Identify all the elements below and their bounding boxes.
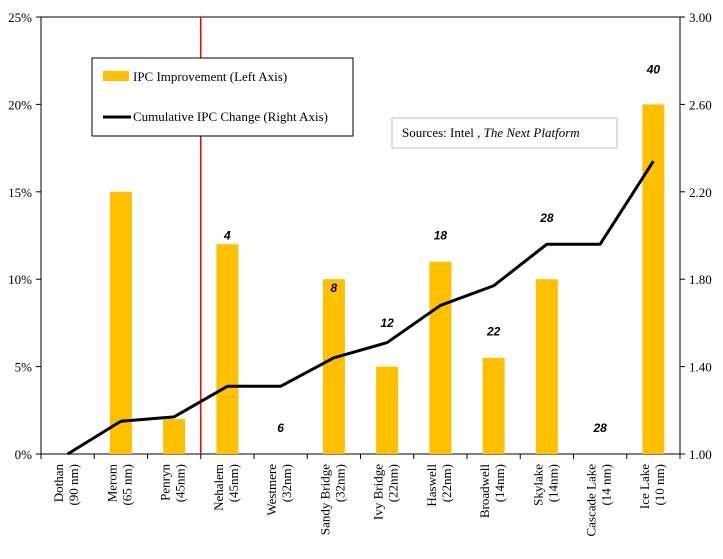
data-label: 8 [331,281,338,295]
legend-label-line: Cumulative IPC Change (Right Axis) [133,109,328,124]
bar [482,357,505,454]
data-labels: 4 6 8 12 18 22 28 28 40 [223,62,660,434]
category-label-line: (22nm) [386,464,401,502]
data-label: 6 [277,421,284,435]
left-axis-tick-label: 15% [8,185,32,200]
category-label-line: (65 nm) [119,464,134,506]
right-axis-tick-label: 1.80 [689,272,712,287]
data-label: 4 [223,229,231,243]
data-label: 40 [646,62,661,76]
legend-label-bars: IPC Improvement (Left Axis) [133,69,287,84]
category-label-line: (14 nm) [599,464,614,506]
data-label: 18 [434,229,448,243]
legend-box [91,57,354,137]
source-note: Sources: Intel , The Next Platform [391,117,618,149]
right-axis-tick-label: 1.40 [689,360,712,375]
bar [109,191,132,455]
category-label-line: Haswell [424,464,439,507]
category-label-line: Dothan [51,464,66,503]
source-note-box [391,117,618,149]
category-label-line: (45nm) [226,464,241,502]
category-label: Sandy Bridge (32nm) [317,464,347,535]
category-label: Westmere (32nm) [264,464,294,516]
category-label: Skylake (14nm) [530,464,560,506]
data-label: 28 [592,421,607,435]
bar [429,261,452,454]
axes [36,16,685,459]
category-label-line: (14nm) [492,464,507,502]
source-note-italic: The Next Platform [484,125,580,140]
legend: IPC Improvement (Left Axis) Cumulative I… [91,57,354,137]
data-label: 28 [539,211,554,225]
bar [376,366,399,454]
category-label-line: (32nm) [279,464,294,502]
category-label: Broadwell (14nm) [477,464,507,519]
category-label: Ice Lake (10 nm) [637,464,667,509]
category-label-line: Westmere [264,464,279,516]
category-label-line: Sandy Bridge [317,464,332,535]
category-label-line: Skylake [530,464,545,506]
category-label-line: (32nm) [332,464,347,502]
category-label: Penryn (45nm) [158,464,188,503]
bar [163,419,186,454]
bar [216,244,239,454]
right-axis-tick-label: 2.60 [689,97,712,112]
source-note-text: Sources: Intel , The Next Platform [402,125,580,140]
category-label-line: (14nm) [545,464,560,502]
category-label: Merom (65 nm) [104,464,134,506]
cumulative-ipc-line [66,160,655,456]
category-label: Cascade Lake (14 nm) [584,464,614,537]
category-labels: Dothan (90 nm) Merom (65 nm) Penryn (45nm) Neh… [51,464,667,537]
category-label-line: Cascade Lake [584,464,599,537]
left-axis-tick-label: 20% [8,97,32,112]
category-label-line: (10 nm) [652,464,667,506]
left-axis-tick-label: 25% [8,10,32,25]
category-label-line: Merom [104,464,119,502]
bar [535,279,558,454]
category-label-line: (22nm) [439,464,454,502]
right-axis-tick-label: 3.00 [689,10,712,25]
bar [322,279,345,454]
left-axis-tick-label: 5% [15,360,33,375]
category-label: Nehalem (45nm) [211,464,241,511]
legend-swatch-bars [103,71,129,81]
category-label: Dothan (90 nm) [51,464,81,506]
right-axis-tick-label: 2.20 [689,185,712,200]
category-label-line: Penryn [158,464,173,501]
source-note-prefix: Sources: Intel , [402,125,484,140]
data-label: 12 [380,316,394,330]
left-axis-tick-label: 10% [8,272,32,287]
bar [642,104,665,455]
category-label-line: (45nm) [173,464,188,502]
category-label-line: (90 nm) [66,464,81,506]
category-label-line: Broadwell [477,464,492,519]
right-axis-tick-label: 1.00 [689,447,712,462]
category-label: Ivy Bridge (22nm) [371,464,401,520]
category-label-line: Ice Lake [637,464,652,509]
line-series [66,160,655,456]
data-label: 22 [486,325,501,339]
category-label-line: Ivy Bridge [371,464,386,520]
category-label: Haswell (22nm) [424,464,454,507]
left-axis-tick-label: 0% [15,447,33,462]
tick-labels: 0% 5% 10% 15% 20% 25% 1.00 1.40 1.80 2.20 2.60 3.00 [8,10,712,462]
bar-series [109,104,665,455]
category-label-line: Nehalem [211,464,226,511]
